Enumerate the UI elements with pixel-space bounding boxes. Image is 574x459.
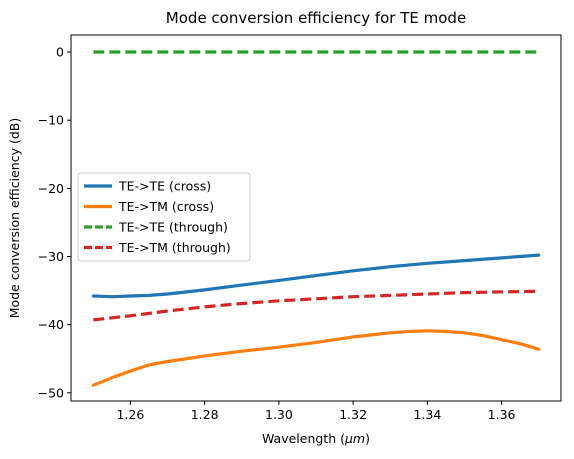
y-tick-label: −40: [38, 317, 64, 332]
y-tick-label: 0: [56, 45, 64, 60]
y-tick-label: −50: [38, 385, 64, 400]
x-tick-label: 1.26: [116, 407, 144, 422]
y-tick-label: −10: [38, 113, 64, 128]
plot-frame: [70, 34, 562, 402]
legend-label-te-te-cross: TE->TE (cross): [118, 179, 211, 194]
series-lines: [91, 50, 541, 387]
series-line-te-tm-through: [93, 289, 539, 322]
legend: TE->TE (cross) TE->TM (cross) TE->TE (thro…: [77, 172, 251, 262]
x-tick-label: 1.34: [413, 407, 441, 422]
series-line-te-tm-cross: [91, 329, 541, 387]
x-tick-label: 1.36: [488, 407, 516, 422]
legend-label-te-tm-cross: TE->TM (cross): [118, 199, 214, 214]
y-tick-label: −30: [38, 249, 64, 264]
x-tick-label: 1.32: [339, 407, 367, 422]
chart-title: Mode conversion efficiency for TE mode: [166, 9, 466, 27]
legend-label-te-tm-through: TE->TM (through): [118, 240, 231, 255]
legend-box: [77, 172, 251, 262]
legend-label-te-te-through: TE->TE (through): [118, 220, 228, 235]
x-axis-label: Wavelength (μm): [262, 431, 370, 446]
x-tick-label: 1.28: [191, 407, 219, 422]
y-tick-label: −20: [38, 181, 64, 196]
y-axis-ticks: 0 −10 −20 −30 −40 −50: [38, 45, 71, 400]
series-line-te-te-cross: [91, 253, 541, 299]
y-axis-label: Mode conversion efficiency (dB): [7, 118, 22, 318]
x-axis-ticks: 1.26 1.28 1.30 1.32 1.34 1.36: [116, 401, 516, 422]
x-tick-label: 1.30: [265, 407, 293, 422]
legend-items: TE->TE (cross) TE->TM (cross) TE->TE (thro…: [84, 179, 231, 255]
